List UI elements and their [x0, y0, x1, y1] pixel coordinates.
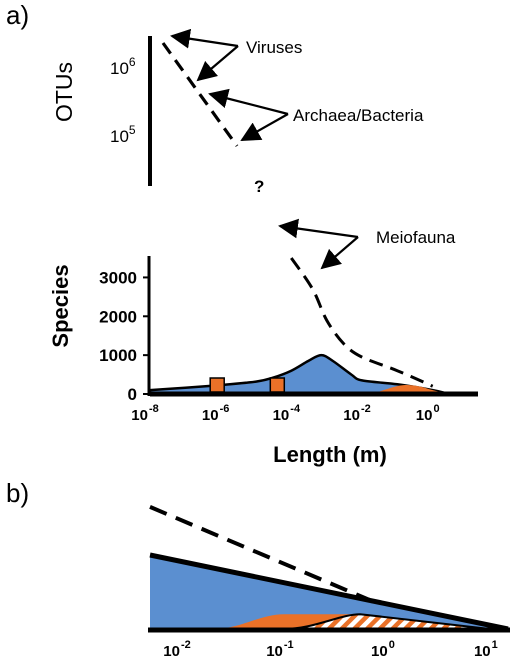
- species-ytick-1000: 1000: [99, 346, 137, 365]
- orange-marker-2: [269, 377, 286, 393]
- otus-ytick-1e5: 105: [110, 123, 136, 146]
- orange-marker-1: [209, 377, 225, 393]
- b-xtick-10e1: 101: [474, 639, 498, 660]
- otus-y-label: OTUs: [51, 62, 77, 122]
- unknown-question-mark: ?: [254, 177, 264, 196]
- meiofauna-arrow-1: [278, 218, 359, 239]
- meiofauna-arrow-2: [320, 236, 359, 270]
- b-x-ticks: 10-2 10-1 100 101: [163, 639, 498, 660]
- panel-b-chart: 10-2 10-1 100 101: [148, 505, 510, 660]
- species-y-ticks: 0 1000 2000 3000: [99, 268, 149, 404]
- b-xtick-10e0: 100: [371, 639, 395, 660]
- panel-a-label: a): [6, 0, 29, 30]
- archaea-bacteria-label: Archaea/Bacteria: [293, 106, 424, 125]
- species-ytick-2000: 2000: [99, 307, 137, 326]
- otus-chart: OTUs 106 105 Viruses Archaea/Bacteria ?: [51, 28, 424, 196]
- viruses-arrow-1: [170, 28, 239, 49]
- species-chart: 0 1000 2000 3000 10-8 10-6 10-4 10-2 100 Specie…: [48, 218, 478, 467]
- species-x-label: Length (m): [273, 442, 387, 467]
- viruses-arrow-2: [196, 45, 239, 82]
- species-xtick-10e-6: 10-6: [202, 403, 229, 424]
- archaea-arrow-1: [208, 88, 289, 116]
- species-ytick-3000: 3000: [99, 268, 137, 287]
- meiofauna-dashed-line: [290, 257, 434, 388]
- b-top-edge-line: [149, 552, 509, 632]
- species-ytick-0: 0: [128, 385, 137, 404]
- species-y-label: Species: [48, 264, 73, 347]
- b-dashed-line: [149, 505, 378, 605]
- species-xtick-10e-8: 10-8: [131, 403, 158, 424]
- viruses-label: Viruses: [246, 38, 302, 57]
- species-x-ticks: 10-8 10-6 10-4 10-2 100: [131, 403, 439, 424]
- species-xtick-10e-2: 10-2: [343, 403, 370, 424]
- panel-b-label: b): [6, 478, 29, 508]
- meiofauna-label: Meiofauna: [376, 228, 456, 247]
- species-xtick-10e-4: 10-4: [273, 403, 301, 424]
- archaea-bacteria-dashed-line: [161, 42, 239, 147]
- species-xtick-10e0: 100: [416, 403, 440, 424]
- blue-species-area: [148, 353, 450, 396]
- b-xtick-10e-2: 10-2: [163, 639, 190, 660]
- archaea-arrow-2: [240, 113, 289, 141]
- otus-ytick-1e6: 106: [110, 55, 136, 78]
- b-xtick-10e-1: 10-1: [266, 639, 293, 660]
